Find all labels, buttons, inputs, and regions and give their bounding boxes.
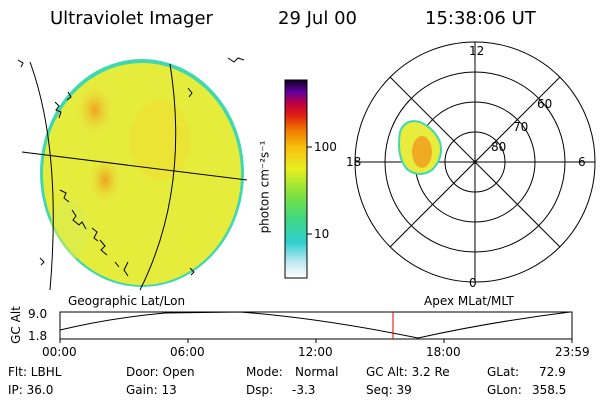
mode-value: Normal (295, 365, 339, 379)
dsp-label: Dsp: (246, 383, 274, 397)
polar-plot (354, 41, 596, 283)
colorbar-unit-label: photon cm⁻²s⁻¹ (257, 140, 272, 234)
polar-aurora-core (412, 136, 432, 168)
geographic-label: Geographic Lat/Lon (68, 294, 186, 308)
polar-label-0: 0 (469, 276, 477, 290)
polar-lat-70: 70 (513, 120, 529, 134)
altitude-plot (59, 311, 573, 343)
filter-info: Flt: LBHL (8, 365, 62, 379)
polar-label-6: 6 (578, 155, 586, 169)
color-bar (284, 79, 312, 279)
latlon-line (29, 61, 54, 291)
apex-label: Apex MLat/MLT (424, 294, 514, 308)
polar-label-18: 18 (346, 155, 362, 169)
observation-time: 15:38:06 UT (425, 8, 536, 29)
observation-date: 29 Jul 00 (278, 8, 357, 29)
gc-alt-info: GC Alt: 3.2 Re (366, 365, 450, 379)
mode-label: Mode: (246, 365, 283, 379)
gain-info: Gain: 13 (126, 383, 177, 397)
altitude-curve (59, 311, 571, 339)
door-info: Door: Open (126, 365, 195, 379)
coastline (17, 59, 129, 277)
instrument-title: Ultraviolet Imager (50, 8, 213, 29)
glon-value: 358.5 (532, 383, 567, 397)
polar-label-12: 12 (469, 44, 485, 58)
geographic-disk (17, 57, 248, 291)
polar-lat-60: 60 (537, 97, 553, 111)
alt-tick-1-8: 1.8 (28, 329, 48, 343)
colorbar-tick-10: 10 (314, 227, 330, 241)
time-tick-1200: 12:00 (298, 345, 333, 359)
time-tick-0600: 06:00 (170, 345, 205, 359)
gc-alt-axis-label: GC Alt (8, 306, 23, 344)
aurora-patch (87, 154, 123, 206)
dsp-value: -3.3 (292, 383, 316, 397)
ip-info: IP: 36.0 (8, 383, 54, 397)
glon-label: GLon: (487, 383, 522, 397)
coastline (54, 57, 245, 276)
polar-lat-80: 80 (491, 140, 507, 154)
time-tick-1800: 18:00 (426, 345, 461, 359)
glat-value: 72.9 (539, 365, 566, 379)
latlon-line (21, 151, 248, 181)
glat-label: GLat: (487, 365, 520, 379)
time-tick-2359: 23:59 (555, 345, 590, 359)
time-tick-0000: 00:00 (42, 345, 77, 359)
colorbar-tick-100: 100 (314, 140, 337, 154)
seq-info: Seq: 39 (366, 383, 412, 397)
aurora-patch (75, 82, 115, 138)
alt-tick-9: 9.0 (28, 307, 48, 321)
latlon-line (139, 63, 177, 291)
